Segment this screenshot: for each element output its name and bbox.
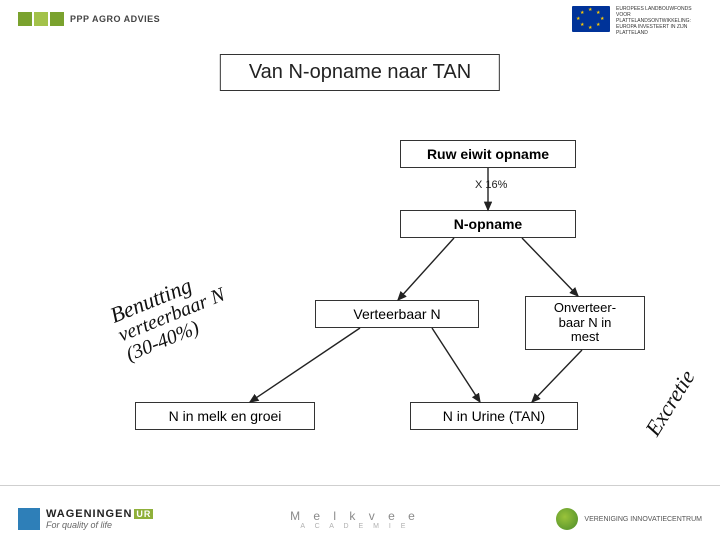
node-onverteerbaar-text: Onverteer- baar N in mest xyxy=(554,301,616,346)
leaf-icon xyxy=(556,508,578,530)
eu-logo: ★ ★ ★ ★ ★ ★ ★ ★ EUROPEES LANDBOUWFONDS V… xyxy=(572,6,706,36)
footer-center-main: M e l k v e e xyxy=(290,509,420,523)
logo-text: PPP AGRO ADVIES xyxy=(70,14,160,24)
wageningen-logo: WAGENINGENUR For quality of life xyxy=(18,508,153,530)
logo-square-1 xyxy=(18,12,32,26)
wageningen-icon xyxy=(18,508,40,530)
footer-right-text: VERENIGING INNOVATIECENTRUM xyxy=(584,516,702,523)
wageningen-name: WAGENINGENUR xyxy=(46,508,153,520)
logo-square-2 xyxy=(34,12,48,26)
label-x16: X 16% xyxy=(475,179,507,191)
footer: WAGENINGENUR For quality of life M e l k… xyxy=(18,508,702,530)
node-n-opname: N-opname xyxy=(400,210,576,238)
label-excretie: Excretie xyxy=(640,365,700,440)
logo-square-3 xyxy=(50,12,64,26)
label-benutting: Benutting verteerbaar N (30-40%) xyxy=(107,263,236,366)
footer-center-sub: A C A D E M I E xyxy=(153,523,556,530)
eu-flag-icon: ★ ★ ★ ★ ★ ★ ★ ★ xyxy=(572,6,610,32)
ppp-agro-logo: PPP AGRO ADVIES xyxy=(18,12,160,26)
footer-center: M e l k v e e A C A D E M I E xyxy=(153,509,556,530)
node-onverteerbaar: Onverteer- baar N in mest xyxy=(525,296,645,350)
node-urine: N in Urine (TAN) xyxy=(410,402,578,430)
footer-divider xyxy=(0,485,720,486)
wageningen-sub: For quality of life xyxy=(46,520,153,530)
slide-title: Van N-opname naar TAN xyxy=(220,54,500,91)
node-ruw-eiwit: Ruw eiwit opname xyxy=(400,140,576,168)
node-melk: N in melk en groei xyxy=(135,402,315,430)
footer-right: VERENIGING INNOVATIECENTRUM xyxy=(556,508,702,530)
eu-caption: EUROPEES LANDBOUWFONDS VOOR PLATTELANDSO… xyxy=(616,6,706,36)
slide: PPP AGRO ADVIES ★ ★ ★ ★ ★ ★ ★ ★ EUROPEES… xyxy=(0,0,720,540)
node-verteerbaar: Verteerbaar N xyxy=(315,300,479,328)
